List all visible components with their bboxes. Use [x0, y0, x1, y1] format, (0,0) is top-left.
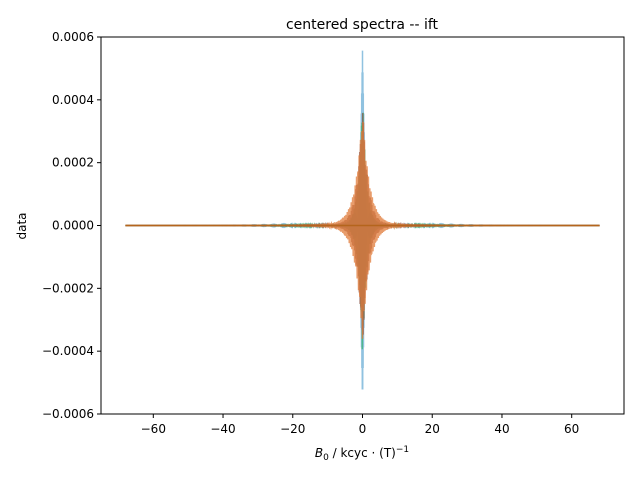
y-axis-label: data [15, 212, 29, 239]
y-tick-label: 0.0006 [52, 30, 94, 44]
x-tick-label: 0 [359, 422, 367, 436]
y-tick-label: −0.0002 [42, 281, 94, 295]
y-tick-label: 0.0004 [52, 93, 94, 107]
chart-title: centered spectra -- ift [286, 17, 439, 33]
x-tick-label: 60 [564, 422, 579, 436]
x-tick-label: 20 [425, 422, 440, 436]
series-layer [125, 50, 600, 390]
y-tick-label: 0.0002 [52, 156, 94, 170]
x-tick-label: −40 [210, 422, 235, 436]
x-axis-label: B0 / kcyc · (T)−1 [315, 445, 409, 463]
x-tick-label: 40 [494, 422, 509, 436]
y-tick-label: −0.0006 [42, 407, 94, 421]
y-tick-label: 0.0000 [52, 219, 94, 233]
x-tick-label: −60 [141, 422, 166, 436]
x-axis: −60 −40 −20 0 20 40 60 [141, 414, 579, 436]
y-tick-label: −0.0004 [42, 344, 94, 358]
y-axis: 0.0006 0.0004 0.0002 0.0000 −0.0002 −0.0004 −0… [42, 30, 101, 421]
x-tick-label: −20 [280, 422, 305, 436]
